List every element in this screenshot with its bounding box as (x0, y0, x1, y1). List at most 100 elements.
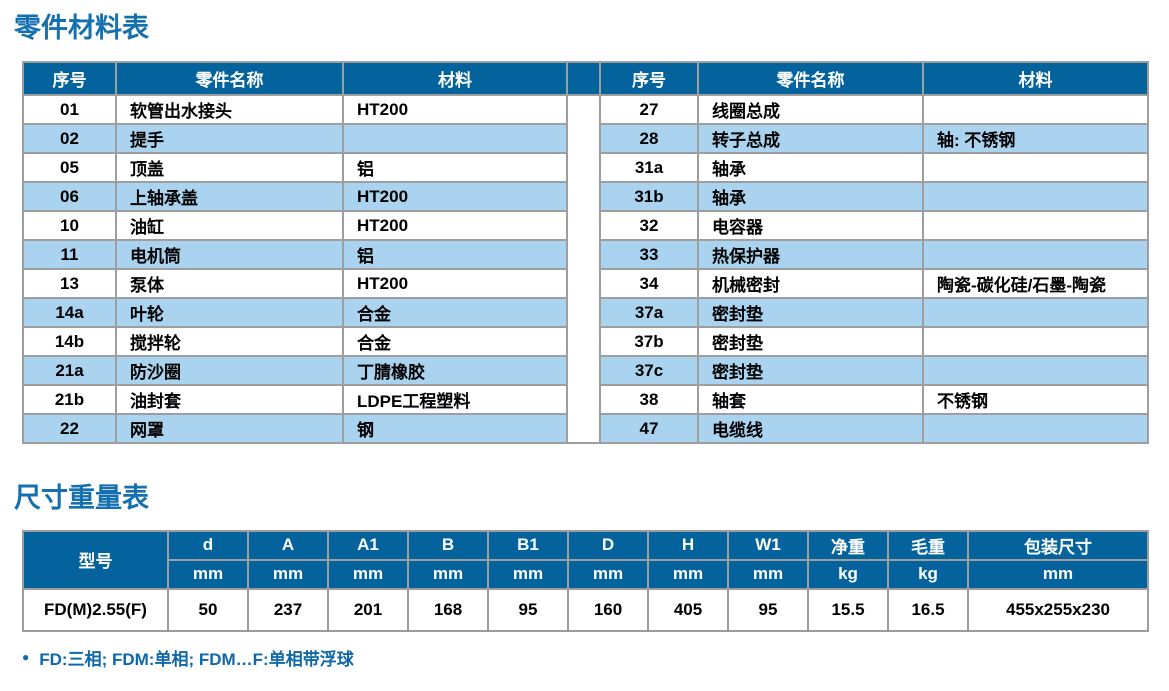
dims-col-unit: mm (647, 558, 729, 590)
part-material-cell: 铝 (342, 239, 568, 271)
part-no-cell: 31b (599, 181, 699, 213)
dims-col-label: 毛重 (887, 529, 969, 561)
dims-value-cell: 168 (407, 587, 489, 632)
dims-col-unit: mm (727, 558, 809, 590)
part-name-cell: 顶盖 (115, 152, 344, 184)
part-no-cell: 14b (22, 326, 117, 358)
part-name-cell: 电缆线 (697, 413, 924, 445)
datasheet-page: 零件材料表 序号 零件名称 材料 序号 零件名称 材料 01 软管出水接头 HT20… (14, 13, 1149, 670)
part-no-cell: 21b (22, 384, 117, 416)
parts-table-row: 10 油缸 HT200 32 电容器 (22, 210, 1149, 242)
dims-value-cell: 95 (487, 587, 569, 632)
part-no-cell: 10 (22, 210, 117, 242)
part-no-cell: 05 (22, 152, 117, 184)
col-header-model: 型号 (22, 529, 169, 590)
col-header-material-left: 材料 (342, 61, 568, 97)
part-material-cell (922, 239, 1149, 271)
part-material-cell (922, 355, 1149, 387)
part-material-cell: 合金 (342, 326, 568, 358)
part-material-cell (922, 413, 1149, 445)
dims-col-label: W1 (727, 529, 809, 561)
dims-col-label: 包装尺寸 (967, 529, 1149, 561)
dims-col-unit: kg (807, 558, 889, 590)
dims-col-unit: mm (327, 558, 409, 590)
part-name-cell: 油缸 (115, 210, 344, 242)
part-name-cell: 网罩 (115, 413, 344, 445)
parts-table-row: 05 顶盖铝 31a 轴承 (22, 152, 1149, 184)
part-material-cell: 丁腈橡胶 (342, 355, 568, 387)
part-no-cell: 37b (599, 326, 699, 358)
part-name-cell: 机械密封 (697, 268, 924, 300)
dims-col-label: A (247, 529, 329, 561)
dims-col-unit: mm (407, 558, 489, 590)
part-no-cell: 32 (599, 210, 699, 242)
footnote-text: FD:三相; FDM:单相; FDM…F:单相带浮球 (39, 649, 354, 669)
part-no-cell: 11 (22, 239, 117, 271)
col-header-name-right: 零件名称 (697, 61, 924, 97)
dims-value-cell: 95 (727, 587, 809, 632)
parts-table-row: 21a 防沙圈 丁腈橡胶 37c 密封垫 (22, 355, 1149, 387)
dims-col-unit: mm (487, 558, 569, 590)
parts-table-row: 01 软管出水接头 HT200 27 线圈总成 (22, 94, 1149, 445)
dims-col-unit: mm (967, 558, 1149, 590)
model-cell: FD(M)2.55(F) (22, 587, 169, 632)
dims-table-title: 尺寸重量表 (14, 483, 149, 514)
dims-value-cell: 160 (567, 587, 649, 632)
part-name-cell: 电容器 (697, 210, 924, 242)
part-material-cell (342, 123, 568, 155)
footnote: ● FD:三相; FDM:单相; FDM…F:单相带浮球 (22, 645, 1147, 670)
parts-table-row: 06 上轴承盖 HT200 31b 轴承 (22, 181, 1149, 213)
table-gap-header (566, 61, 601, 97)
bullet-icon: ● (22, 650, 30, 665)
parts-table-header-row: 序号 零件名称 材料 序号 零件名称 材料 (22, 61, 1149, 97)
part-no-cell: 38 (599, 384, 699, 416)
parts-table-row: 14a 叶轮 合金 37a 密封垫 (22, 297, 1149, 329)
dims-col-unit: mm (167, 558, 249, 590)
dims-table-row: FD(M)2.55(F) 50 237 201 168 95 160 405 95 15.5 16.… (22, 587, 1149, 632)
dims-col-label: A1 (327, 529, 409, 561)
part-no-cell: 31a (599, 152, 699, 184)
parts-table-row: 02 提手 28 转子总成 轴: 不锈钢 (22, 123, 1149, 155)
part-material-cell: 铝 (342, 152, 568, 184)
parts-table-row: 11 电机筒铝 33 热保护器 (22, 239, 1149, 271)
parts-material-table: 序号 零件名称 材料 序号 零件名称 材料 01 软管出水接头 HT200 27 线圈总… (22, 61, 1149, 445)
part-no-cell: 37a (599, 297, 699, 329)
part-name-cell: 上轴承盖 (115, 181, 344, 213)
part-material-cell: HT200 (342, 210, 568, 242)
part-name-cell: 转子总成 (697, 123, 924, 155)
part-name-cell: 电机筒 (115, 239, 344, 271)
parts-table-row: 13 泵体 HT200 34 机械密封 陶瓷-碳化硅/石墨-陶瓷 (22, 268, 1149, 300)
part-material-cell (922, 297, 1149, 329)
dims-col-label: 净重 (807, 529, 889, 561)
dims-header-row-labels: 型号 d A A1 B B1 D H W1 净重 毛重 包装尺寸 (22, 529, 1149, 590)
dims-value-cell: 50 (167, 587, 249, 632)
col-header-no-right: 序号 (599, 61, 699, 97)
part-material-cell: 不锈钢 (922, 384, 1149, 416)
part-material-cell: LDPE工程塑料 (342, 384, 568, 416)
part-material-cell (922, 181, 1149, 213)
dims-value-cell: 405 (647, 587, 729, 632)
part-material-cell: 陶瓷-碳化硅/石墨-陶瓷 (922, 268, 1149, 300)
dims-col-label: H (647, 529, 729, 561)
part-no-cell: 06 (22, 181, 117, 213)
dims-value-cell: 16.5 (887, 587, 969, 632)
part-material-cell: HT200 (342, 181, 568, 213)
part-no-cell: 14a (22, 297, 117, 329)
col-header-material-right: 材料 (922, 61, 1149, 97)
col-header-no-left: 序号 (22, 61, 117, 97)
dims-header-row-units: mm mm mm mm mm mm mm mm kg kg mm (23, 558, 1149, 590)
dims-col-unit: mm (247, 558, 329, 590)
part-material-cell: 钢 (342, 413, 568, 445)
parts-table-title: 零件材料表 (14, 13, 149, 43)
dims-col-label: B1 (487, 529, 569, 561)
part-name-cell: 密封垫 (697, 355, 924, 387)
part-no-cell: 21a (22, 355, 117, 387)
part-no-cell: 22 (22, 413, 117, 445)
dims-col-unit: kg (887, 558, 969, 590)
parts-table-row: 22 网罩钢 47 电缆线 (22, 413, 1149, 445)
part-name-cell: 油封套 (115, 384, 344, 416)
part-name-cell: 轴承 (697, 152, 924, 184)
part-material-cell: HT200 (342, 94, 568, 126)
dims-value-cell: 201 (327, 587, 409, 632)
dimension-weight-table: 型号 d A A1 B B1 D H W1 净重 毛重 包装尺寸 mm mm mm mm mm mm mm mm k… (22, 529, 1149, 632)
